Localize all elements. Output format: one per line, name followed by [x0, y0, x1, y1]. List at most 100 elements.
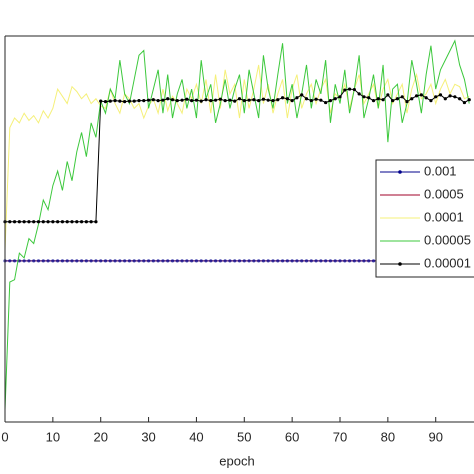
x-tick-label: 10: [46, 429, 60, 444]
data-point: [237, 259, 242, 263]
x-axis-label: epoch: [219, 453, 254, 468]
data-point: [228, 259, 232, 263]
data-point: [118, 259, 122, 263]
data-point: [347, 259, 352, 263]
data-point: [123, 100, 127, 104]
data-point: [137, 259, 141, 263]
data-point: [319, 98, 323, 102]
data-point: [213, 98, 218, 102]
data-point: [362, 259, 366, 263]
data-point: [304, 259, 309, 263]
legend-label: 0.001: [424, 163, 457, 178]
data-point: [156, 259, 160, 263]
data-point: [395, 97, 400, 101]
data-point: [357, 259, 361, 263]
data-point: [190, 99, 194, 103]
data-point: [371, 99, 376, 103]
data-point: [65, 259, 69, 263]
data-point: [295, 259, 299, 263]
data-point: [22, 259, 26, 263]
data-point: [271, 259, 275, 263]
data-point: [142, 259, 146, 263]
x-tick-label: 20: [93, 429, 107, 444]
data-point: [419, 93, 423, 97]
data-point: [371, 259, 376, 263]
data-point: [51, 259, 55, 263]
data-point: [84, 220, 88, 224]
data-point: [36, 220, 41, 224]
data-point: [367, 259, 371, 263]
legend-label: 0.0005: [424, 186, 464, 201]
x-tick-label: 60: [285, 429, 299, 444]
data-point: [56, 220, 60, 224]
series-line: [4, 39, 470, 410]
data-point: [462, 100, 467, 105]
data-point: [166, 259, 170, 263]
data-point: [223, 99, 227, 103]
x-tick-label: 70: [333, 429, 347, 444]
legend-label: 0.00001: [424, 255, 471, 270]
data-point: [108, 99, 112, 103]
data-point: [180, 98, 184, 102]
data-point: [333, 259, 337, 263]
data-point: [146, 98, 151, 102]
data-point: [261, 259, 266, 263]
data-point: [309, 99, 313, 103]
x-tick-label: 90: [428, 429, 442, 444]
data-point: [228, 98, 232, 102]
data-point: [185, 97, 189, 101]
data-point: [448, 94, 452, 98]
data-point: [185, 259, 189, 263]
data-point: [113, 99, 117, 103]
data-point: [41, 220, 45, 224]
data-point: [309, 259, 313, 263]
data-point: [391, 99, 395, 103]
data-point: [94, 259, 98, 263]
data-point: [17, 220, 21, 224]
data-point: [434, 95, 438, 99]
data-point: [127, 259, 132, 263]
data-point: [204, 98, 208, 102]
data-point: [209, 259, 213, 263]
data-point: [242, 259, 246, 263]
data-point: [352, 87, 356, 92]
data-point: [12, 259, 17, 263]
data-point: [108, 259, 112, 263]
data-point: [218, 259, 222, 263]
data-point: [285, 97, 289, 101]
data-point: [8, 259, 12, 263]
data-point: [127, 99, 132, 103]
data-point: [56, 259, 60, 263]
data-point: [410, 97, 414, 101]
legend-label: 0.00005: [424, 232, 471, 247]
data-point: [304, 97, 309, 101]
data-point: [280, 96, 285, 100]
data-point: [300, 93, 304, 97]
data-point: [266, 259, 270, 263]
data-point: [276, 98, 280, 102]
data-point: [438, 93, 443, 97]
x-tick-label: 30: [141, 429, 155, 444]
data-point: [319, 259, 323, 263]
data-point: [324, 100, 328, 105]
data-point: [271, 99, 275, 103]
data-point: [338, 95, 342, 99]
data-point: [170, 259, 175, 263]
data-point: [266, 98, 270, 102]
legend-entries: 0.001 0.0005 0.0001 0.00005 0.00001: [380, 163, 471, 270]
data-point: [36, 259, 41, 263]
data-point: [161, 98, 165, 102]
data-point: [60, 259, 65, 263]
data-point: [261, 97, 266, 101]
data-point: [290, 99, 294, 103]
data-point: [257, 99, 261, 103]
data-point: [70, 259, 74, 263]
data-point: [113, 259, 117, 263]
data-point: [79, 220, 84, 224]
data-point: [118, 99, 122, 103]
data-point: [376, 97, 380, 101]
data-point: [213, 259, 218, 263]
data-point: [70, 220, 74, 224]
data-point: [233, 99, 237, 103]
